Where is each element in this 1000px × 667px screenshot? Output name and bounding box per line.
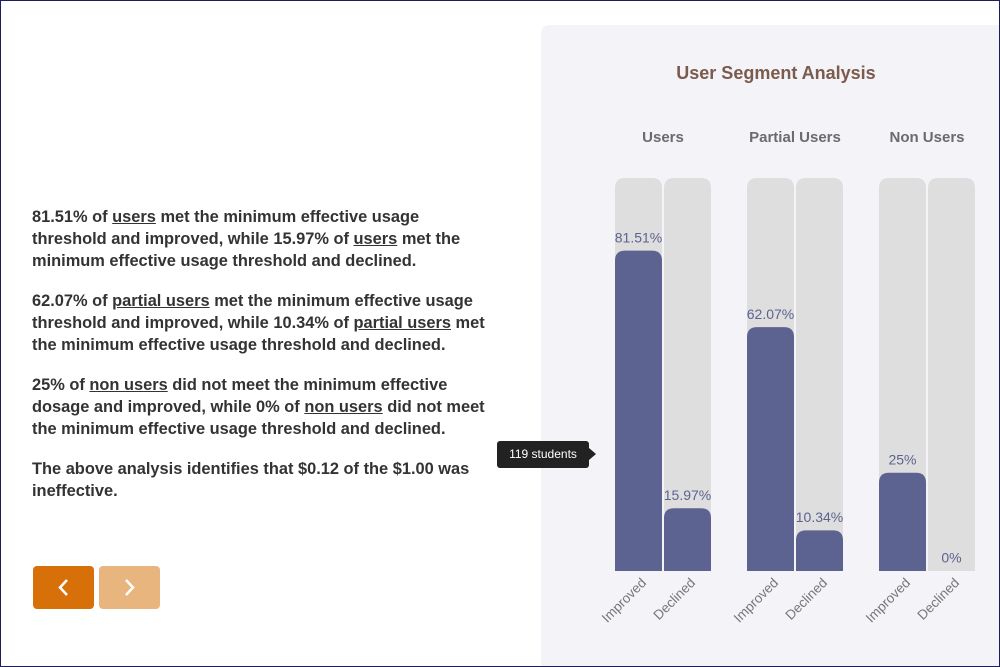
text-run: met the minimum effective usage threshol… bbox=[32, 230, 461, 270]
underlined-term: non users bbox=[89, 376, 168, 394]
prev-button[interactable] bbox=[33, 566, 94, 609]
paragraph: The above analysis identifies that $0.12… bbox=[32, 458, 497, 502]
prev-icon bbox=[58, 579, 68, 596]
text-run: met the minimum effective usage threshol… bbox=[32, 292, 473, 332]
chart-panel bbox=[541, 25, 999, 666]
text-run: met the minimum effective usage threshol… bbox=[32, 208, 420, 248]
tooltip: 119 students bbox=[497, 441, 596, 468]
underlined-term: non users bbox=[304, 398, 383, 416]
underlined-term: users bbox=[112, 208, 156, 226]
paragraph: 25% of non users did not meet the minimu… bbox=[32, 374, 497, 440]
paragraph: 81.51% of users met the minimum effectiv… bbox=[32, 206, 497, 272]
underlined-term: partial users bbox=[112, 292, 210, 310]
text-run: 81.51% of bbox=[32, 208, 113, 226]
text-run: 62.07% of bbox=[32, 292, 113, 310]
underlined-term: users bbox=[353, 230, 398, 248]
paragraph: 62.07% of partial users met the minimum … bbox=[32, 290, 497, 356]
text-run: met the minimum effective usage threshol… bbox=[32, 314, 485, 354]
text-run: 25% of bbox=[32, 376, 90, 394]
text-run: did not meet the minimum effective dosag… bbox=[32, 376, 448, 416]
next-button[interactable] bbox=[99, 566, 160, 609]
next-icon bbox=[125, 579, 135, 596]
analysis-text: 81.51% of users met the minimum effectiv… bbox=[32, 206, 497, 520]
text-run: The above analysis identifies that $0.12… bbox=[32, 460, 470, 500]
underlined-term: partial users bbox=[353, 314, 451, 332]
text-run: did not meet the minimum effective usage… bbox=[32, 398, 485, 438]
